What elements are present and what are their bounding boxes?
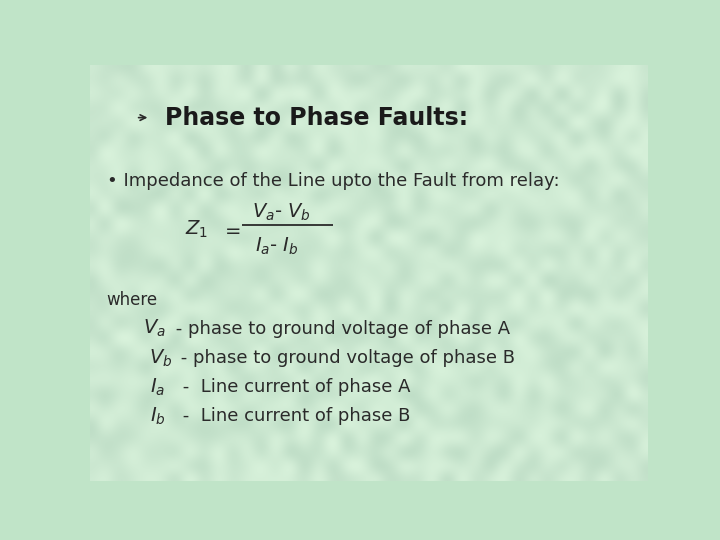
Text: where: where [107, 291, 158, 309]
Text: - phase to ground voltage of phase B: - phase to ground voltage of phase B [176, 349, 516, 367]
Text: $V_b$: $V_b$ [148, 347, 172, 369]
Text: -  Line current of phase B: - Line current of phase B [177, 407, 410, 425]
Text: $I_a$- $I_b$: $I_a$- $I_b$ [255, 236, 298, 257]
Text: -  Line current of phase A: - Line current of phase A [177, 378, 410, 396]
Text: $V_a$- $V_b$: $V_a$- $V_b$ [252, 202, 310, 223]
Text: $I_a$: $I_a$ [150, 376, 166, 397]
Text: - phase to ground voltage of phase A: - phase to ground voltage of phase A [170, 320, 510, 338]
Text: $Z_1$: $Z_1$ [185, 218, 208, 240]
Text: • Impedance of the Line upto the Fault from relay:: • Impedance of the Line upto the Fault f… [107, 172, 559, 190]
Text: $=$: $=$ [221, 220, 241, 239]
Text: $I_b$: $I_b$ [150, 406, 166, 427]
Text: Phase to Phase Faults:: Phase to Phase Faults: [166, 106, 469, 130]
Text: $V_a$: $V_a$ [143, 318, 166, 340]
